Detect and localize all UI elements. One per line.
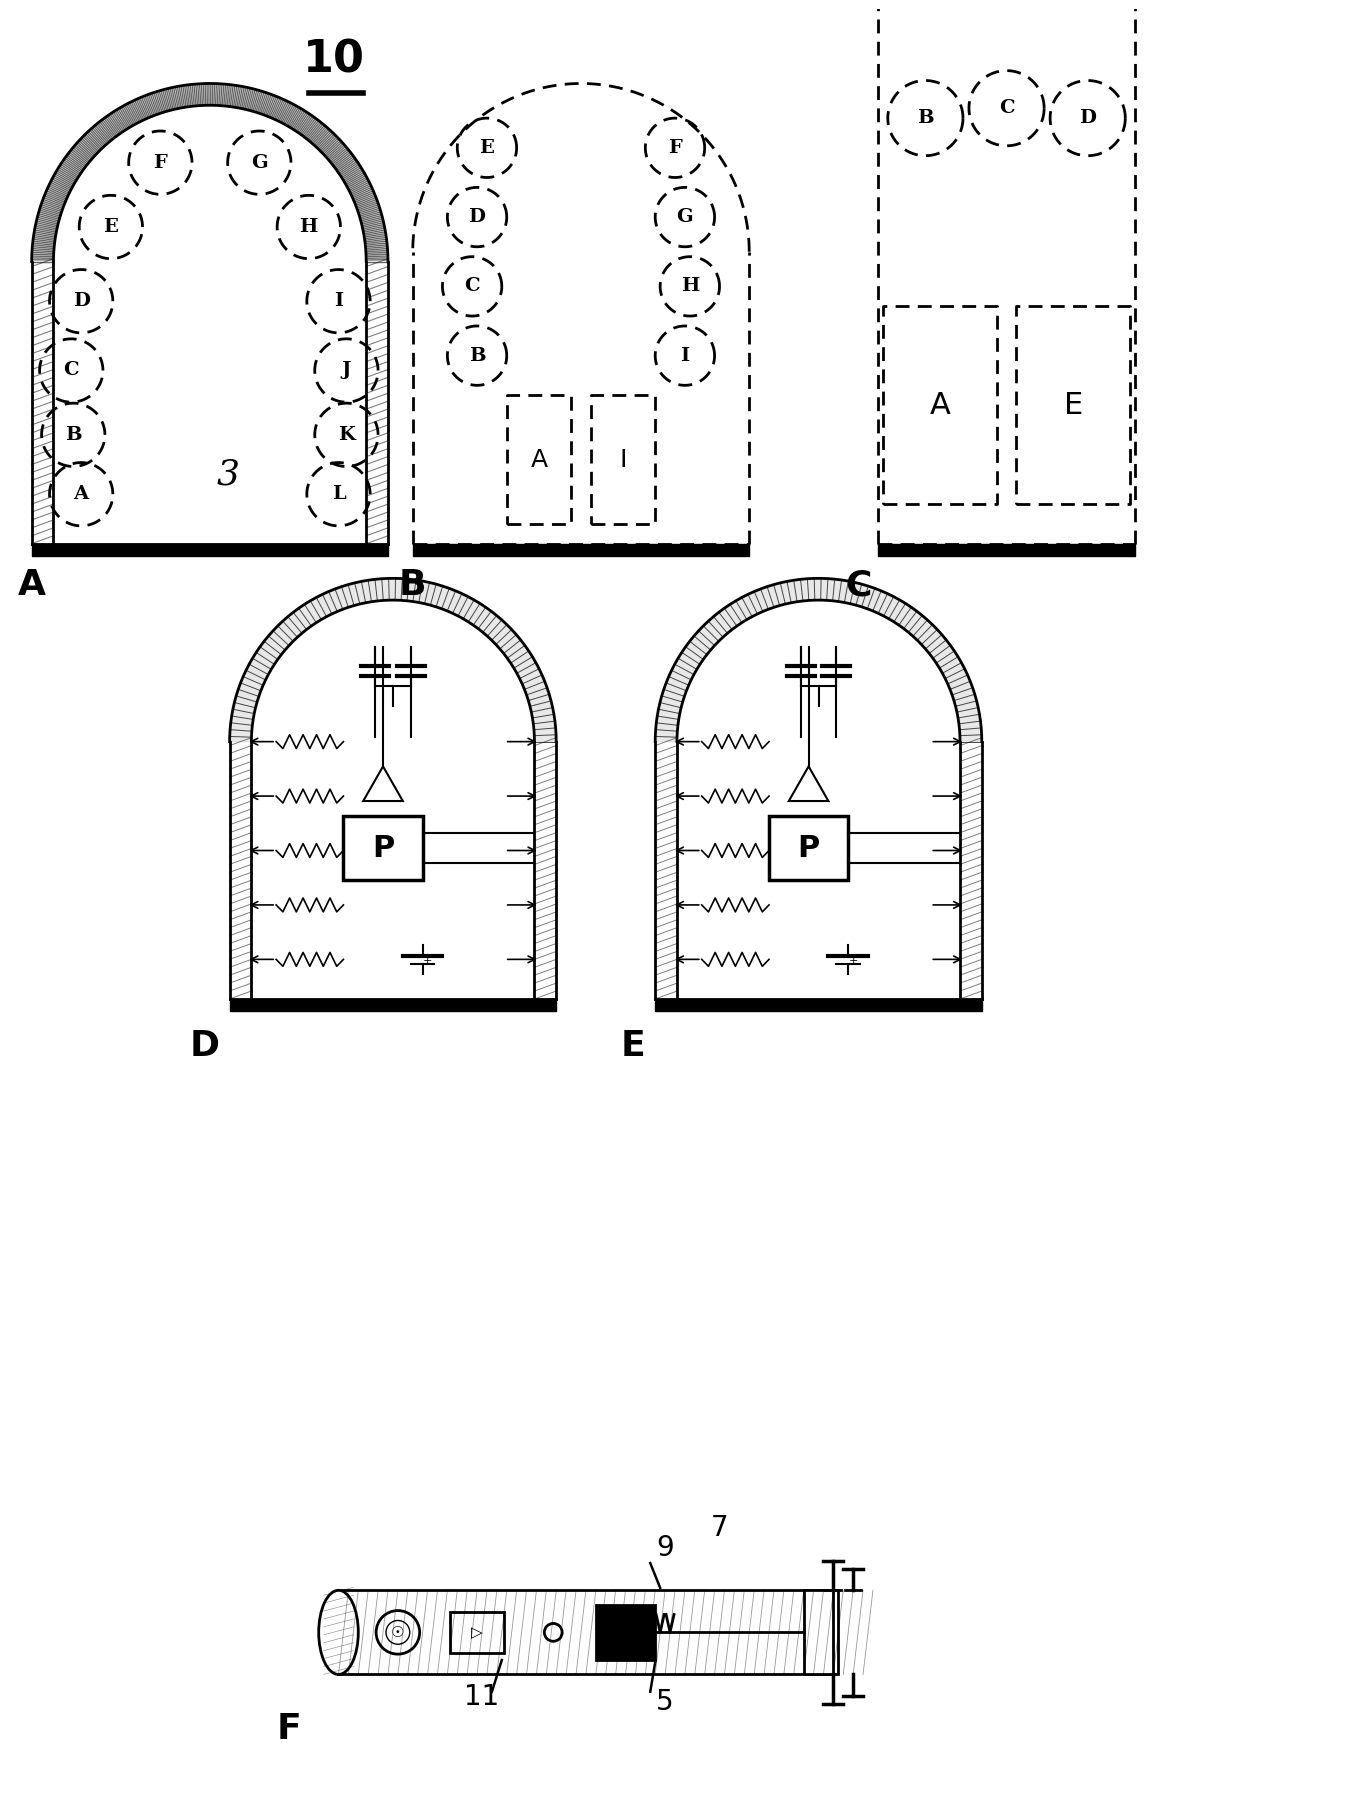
Text: 10: 10 <box>302 40 364 83</box>
Text: A: A <box>929 390 950 420</box>
Text: F: F <box>154 155 167 173</box>
Text: F: F <box>277 1711 301 1745</box>
Bar <box>804 1590 834 1675</box>
Text: B: B <box>917 110 934 128</box>
Text: B: B <box>399 568 426 602</box>
Ellipse shape <box>318 1590 359 1675</box>
Polygon shape <box>229 579 556 742</box>
Text: E: E <box>104 217 119 235</box>
Text: D: D <box>190 1028 220 1062</box>
Text: I: I <box>335 293 343 311</box>
Text: 7: 7 <box>711 1515 728 1542</box>
Text: 11: 11 <box>464 1682 499 1711</box>
Text: E: E <box>1064 390 1083 420</box>
Text: C: C <box>63 361 80 379</box>
Text: A: A <box>530 447 548 471</box>
Text: ☉: ☉ <box>391 1624 405 1641</box>
Text: 3: 3 <box>216 458 239 491</box>
Text: 9: 9 <box>656 1535 674 1562</box>
Polygon shape <box>656 579 982 742</box>
Text: +: + <box>849 956 858 967</box>
Text: D: D <box>1079 110 1097 128</box>
Text: D: D <box>468 208 486 226</box>
Text: B: B <box>468 347 486 365</box>
Text: 5: 5 <box>656 1687 674 1716</box>
Bar <box>449 1612 505 1653</box>
Text: E: E <box>479 138 494 156</box>
Text: A: A <box>74 485 89 503</box>
Text: P: P <box>797 834 820 863</box>
Text: G: G <box>251 155 267 173</box>
Text: I: I <box>619 447 627 471</box>
Circle shape <box>545 1623 563 1641</box>
Text: ▷: ▷ <box>471 1624 483 1641</box>
Bar <box>339 1590 838 1675</box>
Text: F: F <box>668 138 681 156</box>
Text: C: C <box>998 99 1014 117</box>
Text: A: A <box>18 568 46 602</box>
Text: G: G <box>677 208 693 226</box>
Text: H: H <box>681 277 699 295</box>
Text: K: K <box>339 426 355 444</box>
Text: J: J <box>341 361 351 379</box>
Text: P: P <box>372 834 394 863</box>
Bar <box>596 1605 656 1660</box>
Text: C: C <box>844 568 871 602</box>
Circle shape <box>376 1610 420 1655</box>
Text: D: D <box>73 293 89 311</box>
Bar <box>769 816 849 881</box>
Text: L: L <box>332 485 345 503</box>
Text: E: E <box>621 1028 645 1062</box>
Text: H: H <box>299 217 318 235</box>
Text: C: C <box>464 277 480 295</box>
Text: +: + <box>422 956 432 967</box>
Text: I: I <box>680 347 689 365</box>
Text: B: B <box>65 426 81 444</box>
Bar <box>344 816 422 881</box>
